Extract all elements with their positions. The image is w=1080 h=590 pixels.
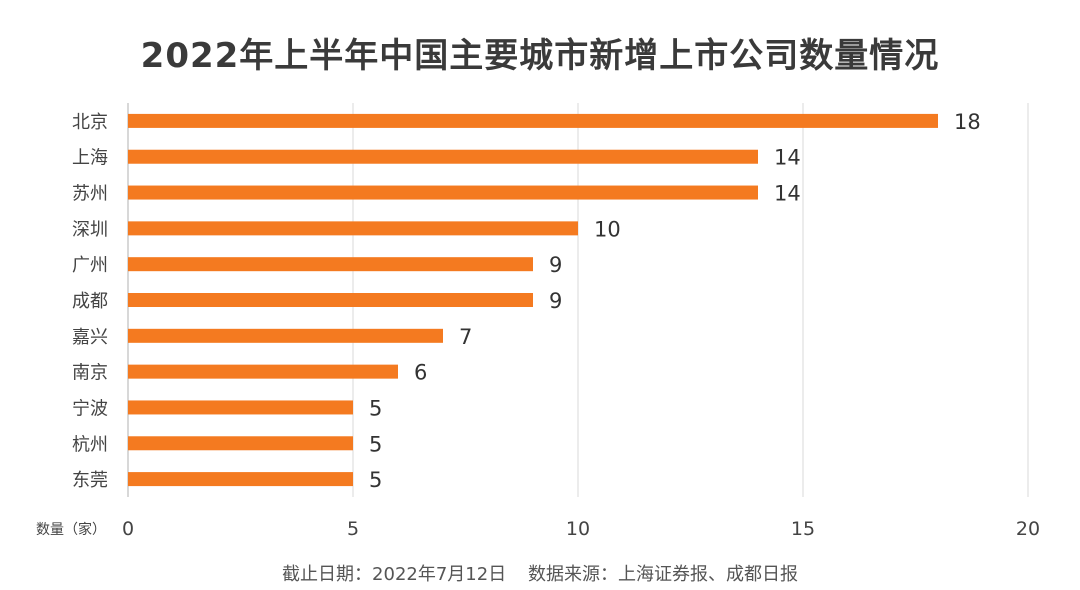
bar [128,328,443,343]
footnote-date: 截止日期：2022年7月12日 [282,564,507,585]
footnote-source: 数据来源：上海证券报、成都日报 [527,564,798,585]
bar [128,436,353,451]
data-label: 14 [774,146,801,170]
chart-title: 2022年上半年中国主要城市新增上市公司数量情况 [140,36,940,76]
x-tick-label: 10 [566,518,590,540]
category-label: 嘉兴 [72,327,108,348]
data-label: 18 [954,110,981,134]
data-label: 5 [369,432,382,456]
x-axis-label: 数量（家） [36,521,106,538]
data-label: 14 [774,182,801,206]
data-label: 5 [369,468,382,492]
category-label: 宁波 [72,398,108,419]
data-label: 9 [549,253,562,277]
bar [128,364,398,379]
bar [128,400,353,415]
data-label: 10 [594,217,621,241]
data-label: 9 [549,289,562,313]
category-label: 深圳 [72,219,108,240]
bar [128,293,533,307]
category-label: 成都 [72,291,108,312]
x-tick-label: 0 [122,518,134,540]
category-label: 广州 [72,255,108,276]
bar [128,149,758,164]
bar [128,257,533,272]
footnote: 截止日期：2022年7月12日 数据来源：上海证券报、成都日报 [0,560,1080,586]
category-label: 东莞 [72,470,108,491]
x-tick-label: 5 [347,518,359,540]
bars [128,113,938,487]
bar [128,113,938,128]
data-label: 7 [459,325,472,349]
x-tick-label: 15 [791,518,815,540]
labels: 0 5 10 15 20 数量（家） 北京 18 上海 14 苏州 14 深圳 10 广州 9 成都 9 嘉兴 7 南京… [36,110,1040,540]
bar [128,221,578,236]
category-label: 杭州 [72,434,108,455]
category-label: 上海 [72,148,108,169]
bar [128,185,758,200]
category-label: 苏州 [72,184,108,205]
data-label: 6 [414,361,427,385]
data-label: 5 [369,396,382,420]
category-label: 南京 [72,363,108,384]
bar [128,472,353,487]
x-tick-label: 20 [1016,518,1040,540]
category-label: 北京 [72,112,108,133]
